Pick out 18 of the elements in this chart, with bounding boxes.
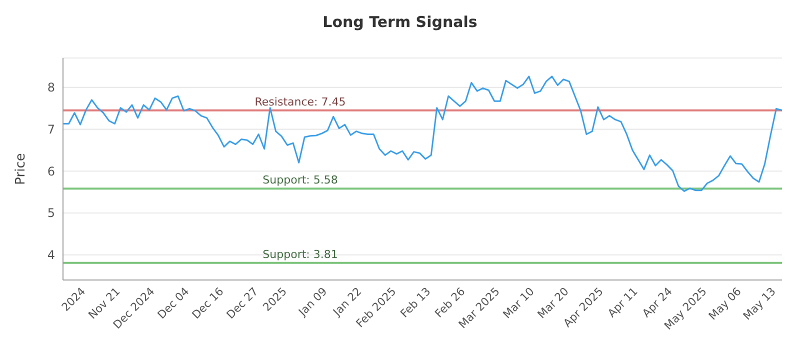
ref-line-label: Support: 5.58 [262, 174, 338, 187]
x-tick-label: Dec 16 [190, 284, 226, 322]
x-tick-label: Mar 10 [500, 284, 537, 322]
chart-title: Long Term Signals [322, 12, 478, 33]
ref-line-label: Resistance: 7.45 [254, 95, 346, 108]
line-series [62, 76, 783, 192]
y-tick-label: 6 [47, 164, 55, 178]
x-tick-label: Feb 13 [398, 284, 434, 320]
y-tick-label: 8 [47, 80, 55, 95]
y-tick-label: 7 [47, 122, 55, 136]
y-axis-title: Price [14, 153, 29, 185]
ref-line-label: Support: 3.81 [262, 248, 338, 261]
x-tick-label: Apr 11 [605, 284, 640, 320]
x-tick-label: Dec 04 [155, 284, 192, 322]
y-tick-label: 5 [47, 206, 55, 220]
y-tick-label: 4 [47, 248, 55, 262]
x-tick-label: Jan 09 [295, 284, 330, 320]
x-tick-label: Dec 27 [224, 284, 261, 322]
